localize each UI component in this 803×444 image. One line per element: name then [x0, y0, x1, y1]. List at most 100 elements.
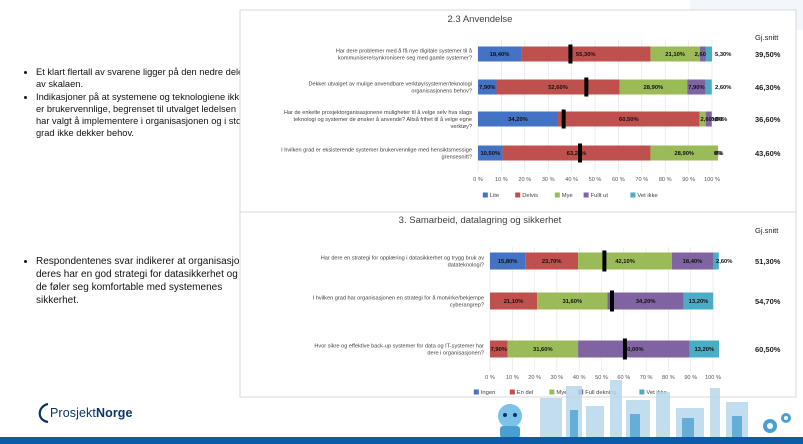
- data-label: 23,70%: [542, 259, 562, 265]
- legend-swatch: [482, 192, 488, 198]
- robot-icon: [498, 404, 522, 438]
- data-label: 52,60%: [548, 85, 568, 91]
- bar-segment-lite: [478, 79, 497, 95]
- category-label: I hvilken grad er eksisterende systemer …: [281, 148, 472, 154]
- average-marker: [561, 109, 566, 129]
- legend-label: Lite: [490, 193, 499, 199]
- legend-label: Vet ikke: [637, 193, 657, 199]
- city-illustration: [498, 380, 791, 438]
- data-label: 42,10%: [615, 259, 635, 265]
- category-label: I hvilken grad har organisasjonen en str…: [313, 295, 484, 302]
- x-tick-label: 40 %: [565, 177, 578, 183]
- category-label: cyberangrep?: [450, 303, 484, 309]
- category-label: Har dere en strategi for opplæring i dat…: [321, 256, 484, 262]
- average-marker: [584, 77, 589, 97]
- bar-segment-mye: [619, 79, 688, 95]
- bullet-item: Et klart flertall av svarene ligger på d…: [36, 66, 251, 90]
- bar-segment-vet-ikke: [705, 46, 712, 62]
- data-label: 13,20%: [689, 299, 709, 305]
- x-tick-label: 10 %: [495, 177, 508, 183]
- bottom-bar: [0, 437, 803, 444]
- average-value: 43,60%: [755, 149, 781, 158]
- bar-segment-vet-ikke: [683, 292, 714, 310]
- category-label: Hvor sikre og effektive back-up systemer…: [314, 344, 484, 350]
- average-marker: [568, 44, 573, 64]
- legend-swatch: [549, 389, 555, 395]
- category-label: grensesnitt?: [442, 155, 472, 161]
- x-tick-label: 80 %: [659, 177, 672, 183]
- data-label: 18,40%: [490, 52, 510, 58]
- average-value: 60,50%: [755, 345, 781, 354]
- bar-segment-mye: [507, 340, 579, 358]
- bar-segment-lite: [478, 111, 559, 127]
- data-label: 18,40%: [683, 259, 703, 265]
- legend-label: Ingen: [481, 390, 496, 396]
- x-tick-label: 100 %: [704, 177, 720, 183]
- legend-swatch: [554, 192, 560, 198]
- legend-label: Mye: [556, 390, 567, 396]
- data-label: 0%: [715, 151, 723, 157]
- bar-segment-full-dekning: [578, 340, 690, 358]
- bar-segment-fullt-ut: [687, 79, 706, 95]
- data-label: 7,90%: [688, 85, 704, 91]
- bar-segment-ingen: [490, 252, 526, 270]
- x-tick-label: 70 %: [635, 177, 648, 183]
- x-tick-label: 60 %: [617, 375, 630, 381]
- average-value: 54,70%: [755, 297, 781, 306]
- data-label: 10,50%: [480, 151, 500, 157]
- average-value: 39,50%: [755, 50, 781, 59]
- bar-segment-delvis: [558, 111, 700, 127]
- x-tick-label: 90 %: [682, 177, 695, 183]
- data-label: 0%: [715, 117, 723, 123]
- data-label: 0%: [714, 151, 722, 157]
- data-label: 21,10%: [504, 299, 524, 305]
- avg-header: Gj.snitt: [755, 226, 779, 235]
- data-label: 2,60%: [695, 52, 711, 58]
- bullet-item: Respondentenes svar indikerer at organis…: [36, 255, 261, 307]
- data-label: 15,80%: [498, 259, 518, 265]
- legend-label: En del: [517, 390, 533, 396]
- bar-segment-delvis: [496, 79, 620, 95]
- bar-segment-full-dekning: [607, 292, 684, 310]
- category-label: Har de enkelte prosjektorganisasjonene m…: [284, 109, 472, 116]
- average-marker: [602, 250, 607, 272]
- data-label: 34,20%: [508, 117, 528, 123]
- data-label: 34,20%: [636, 299, 656, 305]
- data-label: 63,20%: [567, 151, 587, 157]
- legend-swatch: [630, 192, 636, 198]
- bar-segment-fullt-ut: [705, 111, 712, 127]
- prosjektnorge-logo: ProsjektNorge: [34, 402, 133, 424]
- x-tick-label: 80 %: [662, 375, 675, 381]
- average-value: 51,30%: [755, 257, 781, 266]
- x-tick-label: 50 %: [595, 375, 608, 381]
- average-marker: [622, 338, 627, 360]
- data-label: 50,00%: [624, 347, 644, 353]
- category-label: Har dere problemer med å få nye digitale…: [336, 48, 473, 55]
- data-label: 10,50%: [708, 117, 728, 123]
- bar-segment-fullt-ut: [699, 46, 706, 62]
- data-label: 60,50%: [619, 117, 639, 123]
- data-label: 28,90%: [644, 85, 664, 91]
- legend-label: Fullt ut: [591, 193, 609, 199]
- bar-segment-en-del: [525, 252, 579, 270]
- category-label: teknologi og systemer de ønsker å anvend…: [294, 116, 472, 123]
- legend-label: Delvis: [522, 193, 538, 199]
- x-tick-label: 40 %: [573, 375, 586, 381]
- logo-text: ProsjektNorge: [50, 406, 133, 420]
- category-label: datateknologi?: [448, 263, 484, 269]
- bar-segment-mye: [650, 145, 719, 161]
- bar-segment-lite: [478, 46, 522, 62]
- data-label: 2,60%: [715, 85, 731, 91]
- category-label: dere i organisasjonen?: [427, 351, 484, 357]
- data-label: 31,60%: [562, 299, 582, 305]
- bar-segment-mye: [578, 252, 672, 270]
- x-tick-label: 10 %: [506, 375, 519, 381]
- data-label: 28,90%: [674, 151, 694, 157]
- chart-title: 2.3 Anvendelse: [448, 14, 513, 25]
- x-tick-label: 30 %: [542, 177, 555, 183]
- legend-swatch: [639, 389, 645, 395]
- bar-segment-lite: [478, 145, 503, 161]
- data-label: 7,90%: [479, 85, 495, 91]
